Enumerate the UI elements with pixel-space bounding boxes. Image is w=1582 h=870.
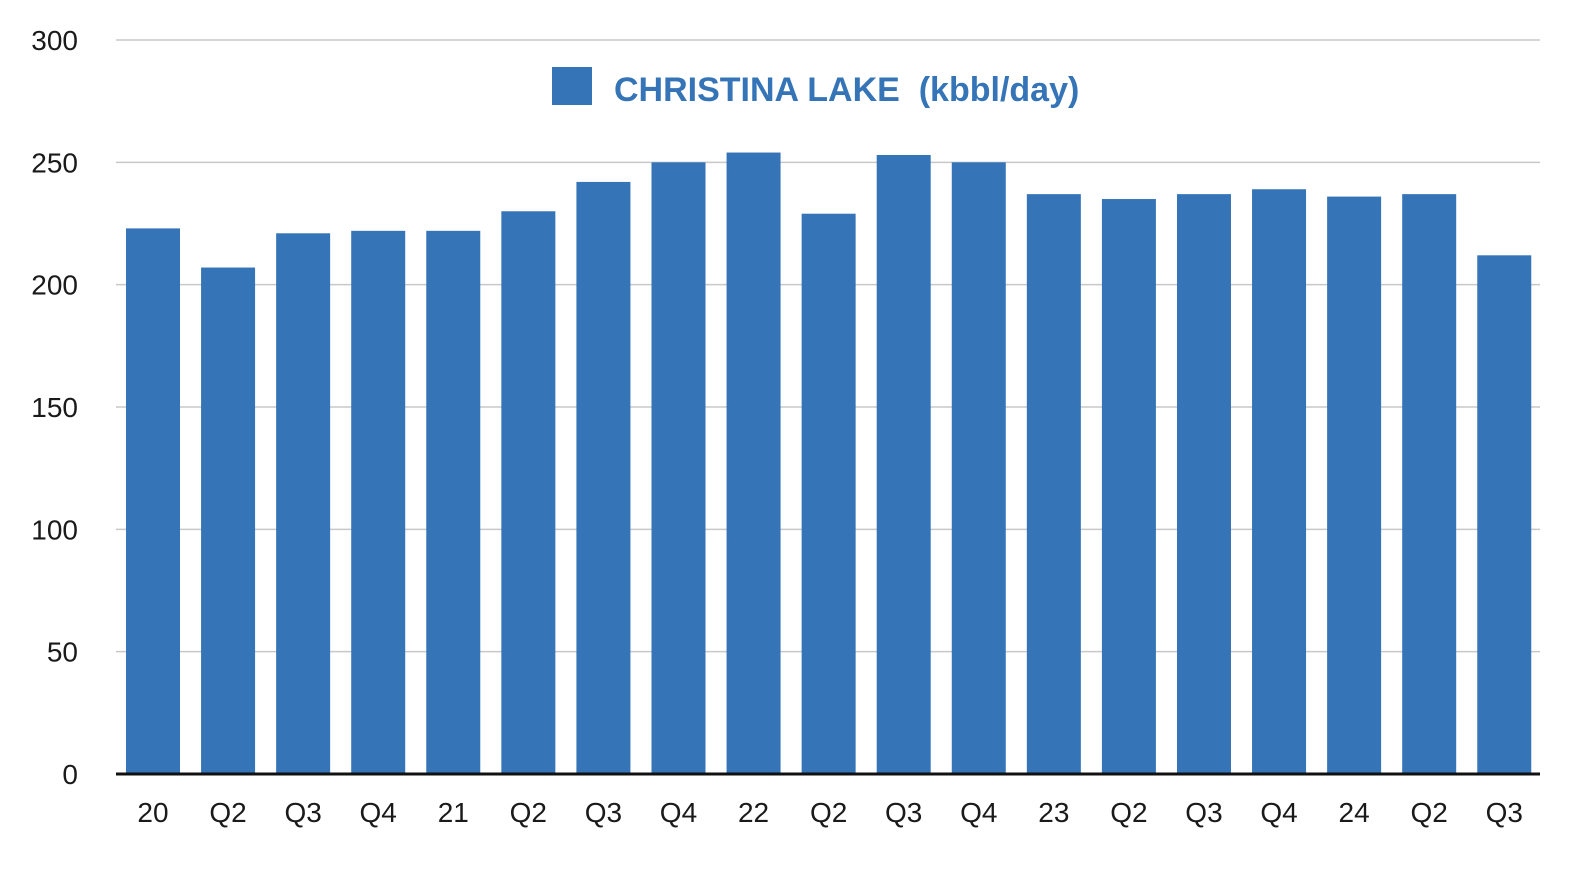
bar xyxy=(1252,189,1307,774)
bar-series xyxy=(126,152,1532,775)
bar xyxy=(351,230,406,775)
legend-swatch xyxy=(552,67,592,105)
bar xyxy=(951,162,1006,775)
y-tick-label: 300 xyxy=(31,25,78,56)
bar xyxy=(726,152,781,775)
bar xyxy=(1176,194,1231,774)
x-tick-label: 22 xyxy=(738,797,769,828)
bar xyxy=(1477,255,1532,775)
y-tick-label: 0 xyxy=(62,759,78,790)
bar xyxy=(201,267,256,774)
x-tick-label: Q4 xyxy=(1260,797,1297,828)
bar xyxy=(276,233,331,774)
x-tick-label: Q3 xyxy=(284,797,321,828)
y-tick-label: 250 xyxy=(31,147,78,178)
y-tick-label: 200 xyxy=(31,270,78,301)
x-tick-label: 21 xyxy=(438,797,469,828)
bar xyxy=(576,181,631,774)
bar xyxy=(126,228,180,775)
bar xyxy=(801,213,856,775)
x-tick-label: Q2 xyxy=(810,797,847,828)
x-tick-label: Q2 xyxy=(1411,797,1448,828)
x-tick-label: 20 xyxy=(137,797,168,828)
bar xyxy=(426,230,481,775)
bar xyxy=(1026,194,1081,774)
x-tick-label: Q4 xyxy=(360,797,397,828)
bar xyxy=(1402,194,1457,774)
legend: CHRISTINA LAKE (kbbl/day) xyxy=(552,67,1079,109)
bar xyxy=(501,211,556,774)
x-tick-label: 24 xyxy=(1339,797,1370,828)
x-tick-label: Q3 xyxy=(1185,797,1222,828)
y-tick-label: 100 xyxy=(31,514,78,545)
bar xyxy=(1101,199,1156,775)
x-tick-label: Q2 xyxy=(209,797,246,828)
y-axis-tick-labels: 0 50 100 150 200 250 300 xyxy=(31,25,78,790)
y-tick-label: 50 xyxy=(47,637,78,668)
x-tick-label: Q4 xyxy=(960,797,997,828)
x-tick-label: Q3 xyxy=(1486,797,1523,828)
x-tick-label: 23 xyxy=(1038,797,1069,828)
bar xyxy=(1327,196,1382,774)
bar xyxy=(651,162,706,775)
bar xyxy=(876,154,931,774)
x-tick-label: Q4 xyxy=(660,797,697,828)
legend-label: CHRISTINA LAKE (kbbl/day) xyxy=(614,71,1079,109)
x-tick-label: Q2 xyxy=(510,797,547,828)
x-tick-label: Q3 xyxy=(885,797,922,828)
x-tick-label: Q3 xyxy=(585,797,622,828)
x-tick-label: Q2 xyxy=(1110,797,1147,828)
y-tick-label: 150 xyxy=(31,392,78,423)
x-axis-tick-labels: 20 Q2 Q3 Q4 21 Q2 Q3 Q4 22 Q2 Q3 Q4 23 Q2 Q3 Q4 24 Q2 Q3 xyxy=(137,797,1523,828)
